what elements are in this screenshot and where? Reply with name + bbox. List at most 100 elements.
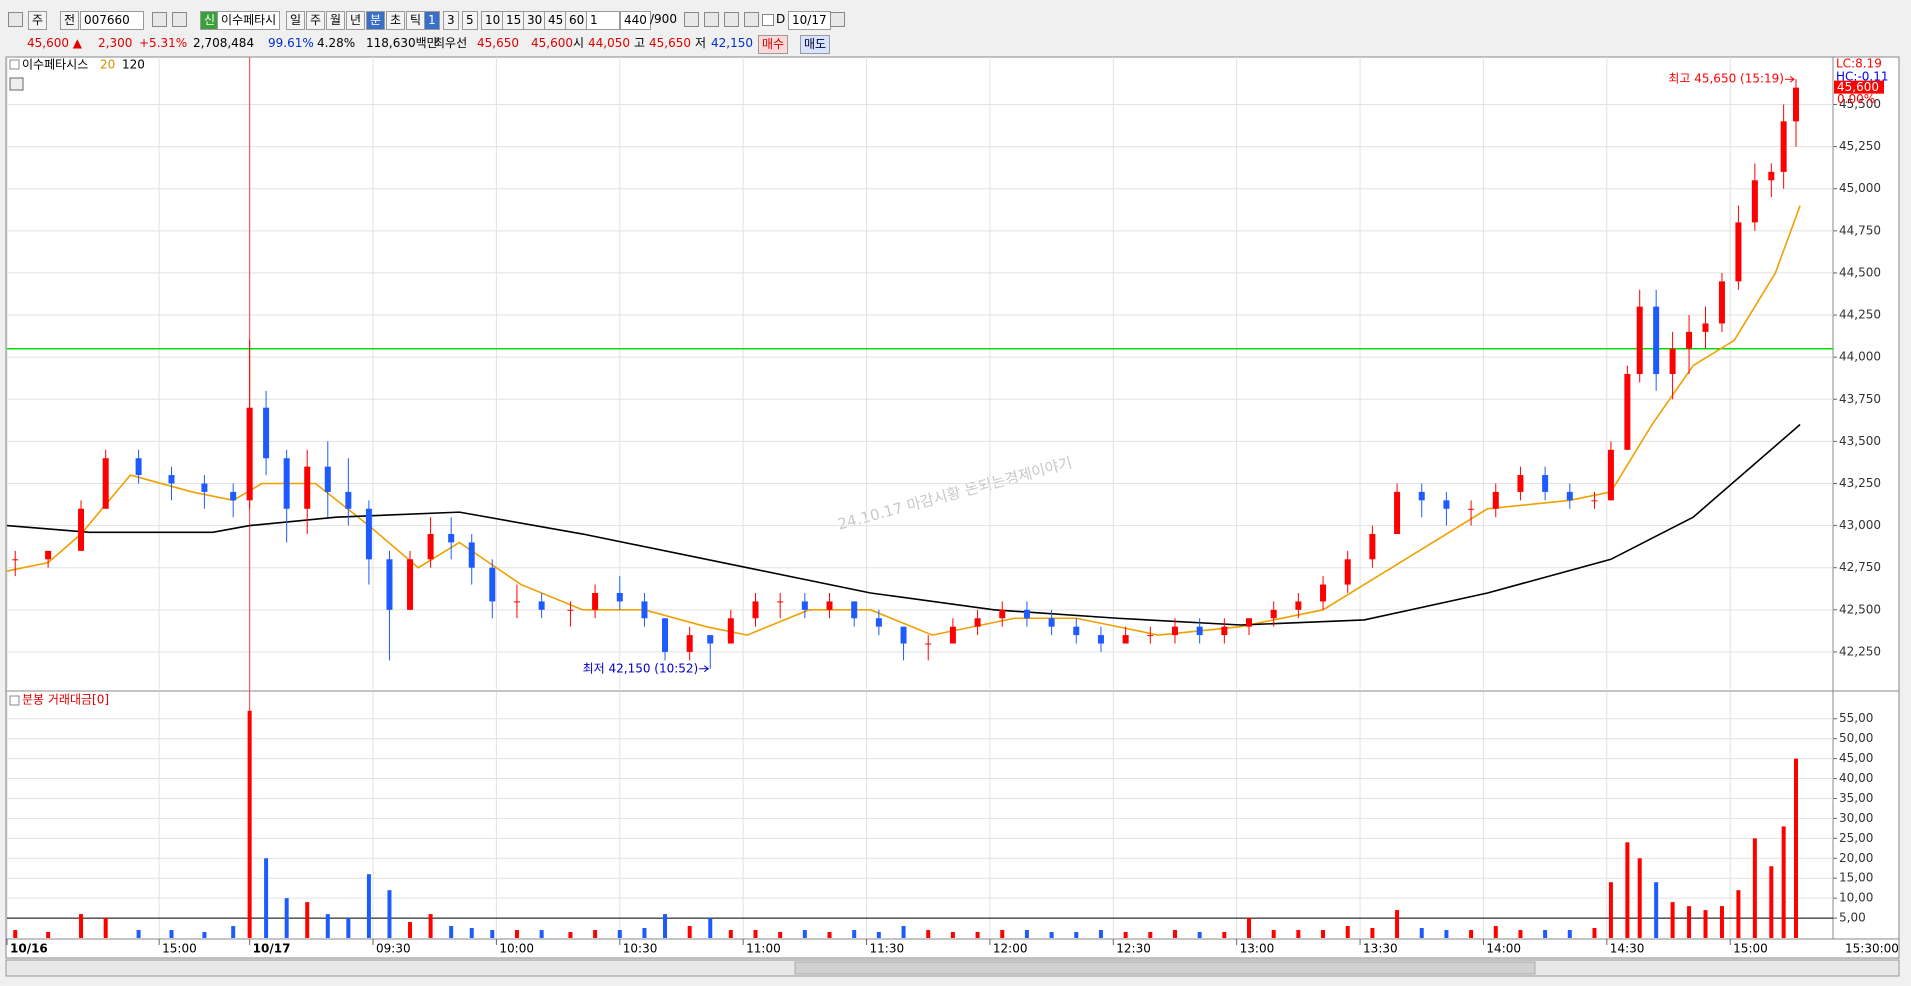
candle-body <box>1607 449 1614 501</box>
volume-bar <box>247 710 252 938</box>
candle-body <box>925 643 932 645</box>
panel-icon[interactable] <box>9 695 20 706</box>
period-button[interactable]: 일 <box>286 11 306 30</box>
candle-body <box>662 618 669 652</box>
tool-button[interactable]: 주 <box>28 11 48 30</box>
volume-bar <box>568 932 573 938</box>
interval-button[interactable]: 5 <box>462 11 478 30</box>
volume-bar <box>1395 910 1400 938</box>
period-button[interactable]: 주 <box>306 11 326 30</box>
volume-bar <box>1197 932 1202 938</box>
candle-body <box>777 601 784 603</box>
candle-body <box>875 618 882 627</box>
tool-icon[interactable] <box>744 12 759 27</box>
volume-bar <box>1608 882 1613 938</box>
candle-body <box>641 601 648 619</box>
x-tick-label: 13:30 <box>1363 942 1398 956</box>
y-tick-label: 44,000 <box>1839 350 1881 364</box>
sell-button[interactable]: 매도 <box>800 35 831 54</box>
period-button[interactable]: 초 <box>386 11 406 30</box>
calendar-icon[interactable] <box>830 12 845 27</box>
panel-icon[interactable] <box>9 59 20 70</box>
candle-body <box>386 559 393 610</box>
candle-body <box>1369 534 1376 560</box>
side-label: HC:-0.11 <box>1836 70 1889 84</box>
bid: 45,600 <box>531 36 573 50</box>
panel-title: 분봉 거래대금[0] <box>22 693 109 707</box>
candle-body <box>1718 281 1725 324</box>
moving-average <box>6 205 1801 636</box>
sound-icon[interactable] <box>172 12 187 27</box>
y-tick-label: 45,00 <box>1839 751 1873 765</box>
search-icon[interactable] <box>152 12 167 27</box>
volume-bar <box>778 932 783 938</box>
candle-body <box>1686 331 1693 349</box>
volume-bar <box>1345 926 1350 938</box>
volume-bar <box>1592 928 1597 938</box>
interval-button[interactable]: 15 <box>502 11 526 30</box>
scroll-thumb[interactable] <box>794 961 1536 975</box>
buy-button[interactable]: 매수 <box>758 35 789 54</box>
panel-icon[interactable] <box>9 77 24 91</box>
date-input[interactable]: 10/17 <box>788 11 831 30</box>
volume-bar <box>1247 918 1252 938</box>
tool-icon[interactable] <box>8 12 23 27</box>
volume: 2,708,484 <box>193 36 255 50</box>
period-button[interactable]: 분 <box>366 11 386 30</box>
count-total: /900 <box>650 12 677 26</box>
volume-bar <box>1567 930 1572 938</box>
candle-body <box>427 534 434 560</box>
interval-button[interactable]: 30 <box>523 11 547 30</box>
volume-bar <box>1370 928 1375 938</box>
candle-body <box>1542 475 1549 492</box>
period-button[interactable]: 월 <box>326 11 346 30</box>
volume-bar <box>1024 930 1029 938</box>
tool-icon[interactable] <box>704 12 719 27</box>
ask: 45,650 <box>477 36 519 50</box>
label: 시 <box>573 36 585 50</box>
period-button[interactable]: 년 <box>346 11 366 30</box>
candle-body <box>230 491 237 501</box>
tool-button[interactable]: 전 <box>60 11 80 30</box>
volume-bar <box>1098 930 1103 938</box>
candle-body <box>345 491 352 509</box>
annotation-arrow <box>699 665 710 673</box>
y-tick-label: 45,000 <box>1839 181 1881 195</box>
volume-bar <box>1543 930 1548 938</box>
volume-bar <box>1719 906 1724 938</box>
candle-body <box>1780 121 1787 172</box>
interval-select[interactable]: 1 <box>586 11 620 30</box>
x-tick-label: 10/17 <box>253 942 291 956</box>
candle-body <box>1270 609 1277 619</box>
candle-body <box>752 601 759 619</box>
interval-button[interactable]: 10 <box>481 11 505 30</box>
candle-body <box>1702 323 1709 332</box>
candle-body <box>45 550 52 560</box>
volume-bar <box>1752 838 1757 938</box>
volume-bar <box>1123 932 1128 938</box>
volume-bar <box>1222 932 1227 938</box>
x-end-label: 15:30:00 <box>1845 942 1899 956</box>
candle-body <box>1147 635 1154 637</box>
candle-body <box>727 618 734 644</box>
volume-bar <box>1654 882 1659 938</box>
candle-body <box>1492 491 1499 509</box>
tool-icon[interactable] <box>684 12 699 27</box>
code-input[interactable]: 007660 <box>80 11 144 30</box>
period-button[interactable]: 틱 <box>406 11 426 30</box>
stock-name[interactable]: 이수페타시 <box>217 11 281 30</box>
x-tick-label: 12:00 <box>993 942 1028 956</box>
volume-bar <box>642 928 647 938</box>
tool-icon[interactable] <box>724 12 739 27</box>
interval-button[interactable]: 45 <box>544 11 568 30</box>
volume-bar <box>1000 930 1005 938</box>
interval-button[interactable]: 60 <box>565 11 589 30</box>
candle-body <box>1591 500 1598 502</box>
checkbox[interactable] <box>762 14 774 26</box>
volume-bar <box>469 928 474 938</box>
y-tick-label: 50,00 <box>1839 731 1873 745</box>
interval-button[interactable]: 3 <box>443 11 459 30</box>
interval-button[interactable]: 1 <box>424 11 440 30</box>
count-input[interactable]: 440 <box>620 11 651 30</box>
x-tick-label: 15:00 <box>162 942 197 956</box>
